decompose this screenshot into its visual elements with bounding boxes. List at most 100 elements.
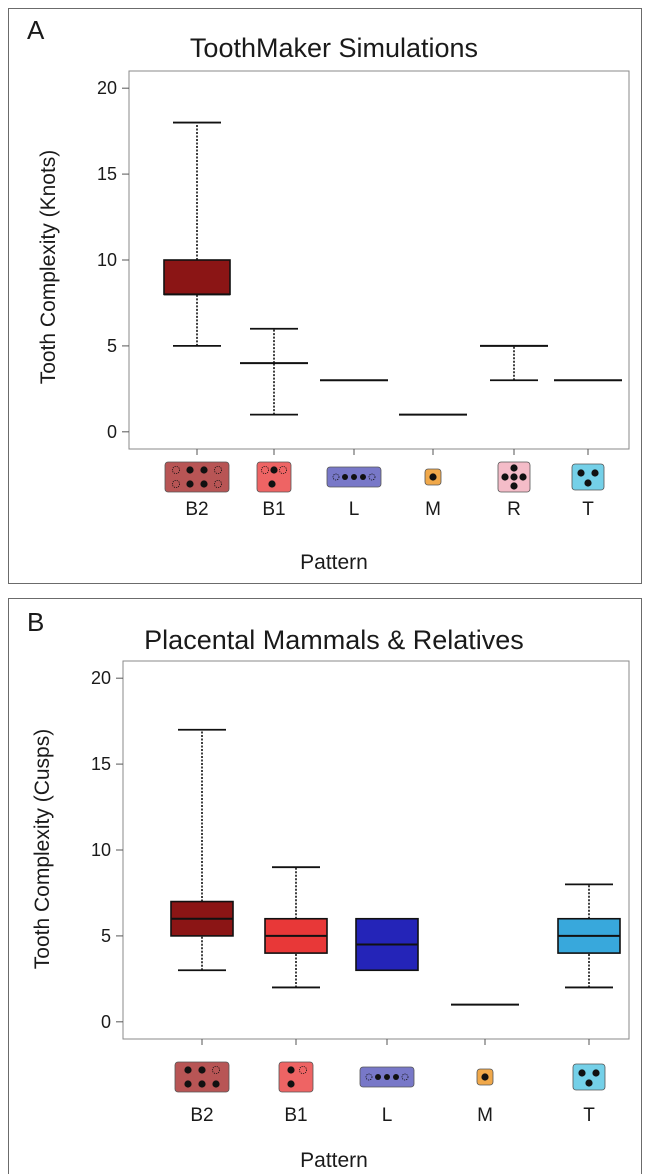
x-tick-label: B1 — [262, 499, 285, 520]
y-tick-label: 20 — [91, 668, 111, 688]
y-tick-label: 20 — [97, 78, 117, 98]
tooth-dot — [393, 1074, 399, 1080]
x-axis-label: Pattern — [300, 551, 368, 574]
pattern-icon-m — [424, 468, 442, 486]
tooth-dot — [584, 479, 592, 487]
box-b1 — [240, 327, 308, 416]
tooth-dot — [287, 1080, 295, 1088]
y-tick-label: 0 — [107, 422, 117, 442]
tooth-dot — [211, 1065, 220, 1074]
tooth-dot — [278, 465, 287, 474]
pattern-icon-b1 — [256, 461, 292, 493]
y-tick-label: 10 — [97, 250, 117, 270]
tooth-dot — [184, 1066, 192, 1074]
y-tick-label: 5 — [101, 926, 111, 946]
x-tick-label: R — [507, 499, 521, 520]
pattern-icon-t — [571, 463, 605, 491]
panel-letter: B — [27, 607, 44, 637]
icon-box — [164, 461, 230, 493]
tooth-dot — [360, 474, 366, 480]
tooth-dot — [519, 473, 527, 481]
tooth-dot — [213, 465, 222, 474]
y-tick-label: 5 — [107, 336, 117, 356]
tooth-dot — [592, 1069, 600, 1077]
tooth-dot — [200, 466, 208, 474]
tooth-dot — [481, 1073, 489, 1081]
tooth-dot — [198, 1080, 206, 1088]
pattern-icon-l — [359, 1066, 415, 1088]
tooth-dot — [171, 465, 180, 474]
x-tick-label: B1 — [284, 1105, 307, 1126]
tooth-dot — [260, 465, 269, 474]
y-tick-label: 0 — [101, 1012, 111, 1032]
tooth-dot — [365, 1073, 373, 1081]
icon-box — [256, 461, 292, 493]
plot-frame — [122, 660, 630, 1040]
tooth-dot — [268, 480, 276, 488]
tooth-dot — [213, 479, 222, 488]
box-b2 — [170, 728, 234, 972]
boxplot-chart-a: A ToothMaker Simulations Pattern Tooth C… — [27, 15, 630, 574]
y-tick-label: 10 — [91, 840, 111, 860]
tooth-dot — [342, 474, 348, 480]
tooth-dot — [332, 473, 340, 481]
tooth-dot — [212, 1080, 220, 1088]
panel-letter: A — [27, 15, 45, 45]
tooth-dot — [401, 1073, 409, 1081]
tooth-dot — [591, 469, 599, 477]
chart-title: Placental Mammals & Relatives — [144, 625, 524, 655]
tooth-dot — [287, 1066, 295, 1074]
pattern-icon-b2 — [174, 1061, 230, 1093]
pattern-icon-b1 — [278, 1061, 314, 1093]
x-tick-label: B2 — [185, 499, 208, 520]
tooth-dot — [384, 1074, 390, 1080]
icon-box — [278, 1061, 314, 1093]
x-axis-label: Pattern — [300, 1149, 368, 1172]
tooth-dot — [184, 1080, 192, 1088]
box-iqr — [163, 259, 231, 296]
box-r — [480, 344, 548, 382]
tooth-dot — [429, 473, 437, 481]
y-axis-label: Tooth Complexity (Cusps) — [31, 729, 54, 969]
tooth-dot — [200, 480, 208, 488]
x-tick-label: L — [349, 499, 360, 520]
tooth-dot — [298, 1065, 307, 1074]
tooth-dot — [186, 480, 194, 488]
x-tick-label: L — [382, 1105, 393, 1126]
tooth-dot — [198, 1066, 206, 1074]
box-b1 — [264, 866, 328, 989]
plot-area: 0 5 10 15 20 B2 B1 L M R T — [97, 70, 630, 520]
x-tick-label: B2 — [190, 1105, 213, 1126]
tooth-dot — [351, 474, 357, 480]
chart-title: ToothMaker Simulations — [190, 33, 478, 63]
chart-panel-b: B Placental Mammals & Relatives Pattern … — [8, 598, 642, 1174]
tooth-dot — [270, 466, 278, 474]
pattern-icon-l — [326, 466, 382, 488]
tooth-dot — [501, 473, 509, 481]
pattern-icon-m — [476, 1068, 494, 1086]
pattern-icon-t — [572, 1063, 606, 1091]
box-l — [355, 917, 419, 972]
y-tick-label: 15 — [91, 754, 111, 774]
tooth-dot — [577, 469, 585, 477]
y-tick-label: 15 — [97, 164, 117, 184]
y-axis-label: Tooth Complexity (Knots) — [37, 150, 60, 385]
tooth-dot — [578, 1069, 586, 1077]
pattern-icon-b2 — [164, 461, 230, 493]
x-tick-label: M — [477, 1105, 493, 1126]
box-b2 — [163, 121, 231, 347]
x-tick-label: M — [425, 499, 441, 520]
boxplot-chart-b: B Placental Mammals & Relatives Pattern … — [27, 607, 630, 1172]
tooth-dot — [171, 479, 180, 488]
tooth-dot — [585, 1079, 593, 1087]
x-tick-label: T — [582, 499, 594, 520]
pattern-icon-r — [497, 461, 531, 493]
box-t — [557, 883, 621, 989]
tooth-dot — [186, 466, 194, 474]
chart-panel-a: A ToothMaker Simulations Pattern Tooth C… — [8, 8, 642, 584]
tooth-dot — [510, 464, 518, 472]
plot-area: 0 5 10 15 20 B2 B1 L M T — [91, 660, 630, 1126]
tooth-dot — [510, 473, 518, 481]
tooth-dot — [368, 473, 376, 481]
tooth-dot — [375, 1074, 381, 1080]
